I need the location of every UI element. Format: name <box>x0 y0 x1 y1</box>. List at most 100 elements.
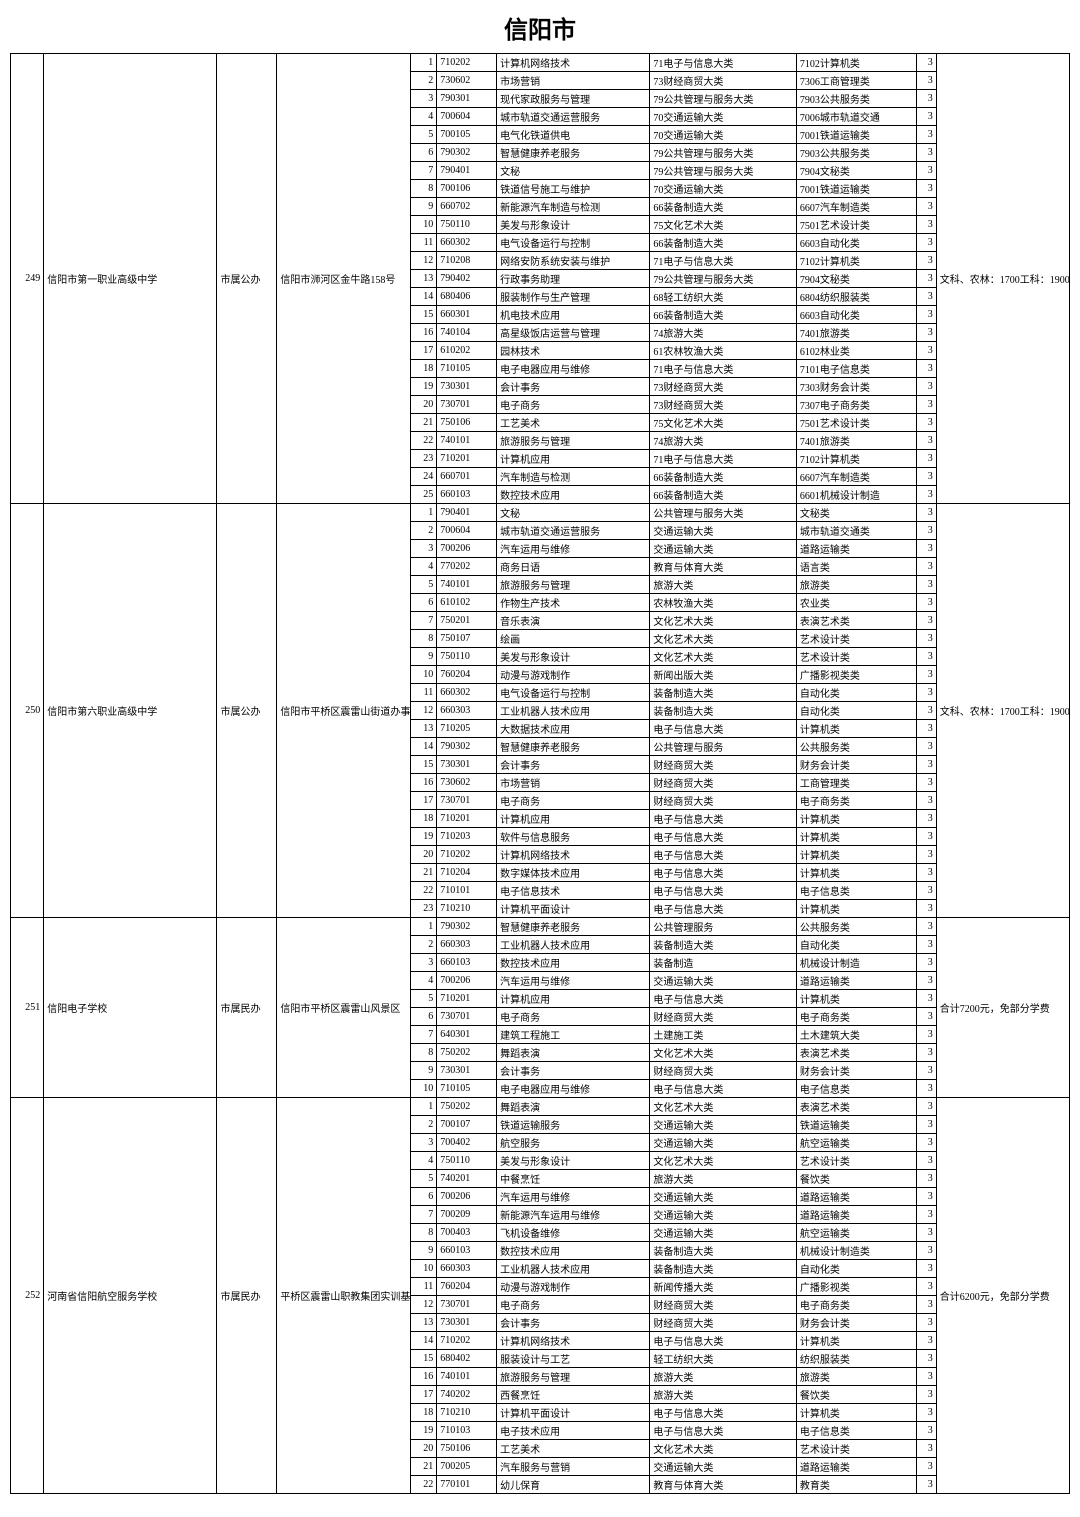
years: 3 <box>916 1314 936 1332</box>
category-2: 6601机械设计制造 <box>796 486 916 504</box>
years: 3 <box>916 972 936 990</box>
row-seq: 11 <box>410 234 437 252</box>
row-seq: 3 <box>410 954 437 972</box>
category-1: 66装备制造大类 <box>650 198 797 216</box>
category-1: 68轻工纺织大类 <box>650 288 797 306</box>
category-1: 旅游大类 <box>650 1170 797 1188</box>
category-2: 语言类 <box>796 558 916 576</box>
category-2: 餐饮类 <box>796 1386 916 1404</box>
row-seq: 8 <box>410 180 437 198</box>
category-2: 计算机类 <box>796 990 916 1008</box>
years: 3 <box>916 1062 936 1080</box>
category-1: 79公共管理与服务大类 <box>650 162 797 180</box>
major-code: 700402 <box>437 1134 497 1152</box>
years: 3 <box>916 144 936 162</box>
major-name: 计算机平面设计 <box>497 1404 650 1422</box>
major-code: 700206 <box>437 540 497 558</box>
category-2: 自动化类 <box>796 684 916 702</box>
major-name: 市场营销 <box>497 774 650 792</box>
row-seq: 4 <box>410 972 437 990</box>
major-code: 730301 <box>437 1062 497 1080</box>
category-1: 66装备制造大类 <box>650 468 797 486</box>
category-2: 财务会计类 <box>796 1062 916 1080</box>
row-seq: 19 <box>410 1422 437 1440</box>
category-2: 农业类 <box>796 594 916 612</box>
years: 3 <box>916 306 936 324</box>
category-1: 66装备制造大类 <box>650 306 797 324</box>
category-1: 73财经商贸大类 <box>650 378 797 396</box>
row-seq: 20 <box>410 1440 437 1458</box>
row-seq: 14 <box>410 1332 437 1350</box>
row-seq: 7 <box>410 612 437 630</box>
years: 3 <box>916 1332 936 1350</box>
row-seq: 8 <box>410 1044 437 1062</box>
category-1: 文化艺术大类 <box>650 1152 797 1170</box>
years: 3 <box>916 72 936 90</box>
row-seq: 17 <box>410 342 437 360</box>
category-2: 土木建筑大类 <box>796 1026 916 1044</box>
major-name: 服装制作与生产管理 <box>497 288 650 306</box>
years: 3 <box>916 576 936 594</box>
major-code: 710202 <box>437 846 497 864</box>
major-code: 660103 <box>437 954 497 972</box>
major-code: 700206 <box>437 972 497 990</box>
row-seq: 1 <box>410 504 437 522</box>
major-name: 高星级饭店运营与管理 <box>497 324 650 342</box>
major-code: 790402 <box>437 270 497 288</box>
row-seq: 7 <box>410 1206 437 1224</box>
row-seq: 12 <box>410 252 437 270</box>
category-1: 装备制造大类 <box>650 702 797 720</box>
major-code: 760204 <box>437 666 497 684</box>
major-name: 文秘 <box>497 162 650 180</box>
major-code: 660701 <box>437 468 497 486</box>
years: 3 <box>916 90 936 108</box>
years: 3 <box>916 396 936 414</box>
major-code: 730701 <box>437 1008 497 1026</box>
category-1: 土建施工类 <box>650 1026 797 1044</box>
category-2: 机械设计制造类 <box>796 1242 916 1260</box>
row-seq: 4 <box>410 1152 437 1170</box>
category-2: 计算机类 <box>796 810 916 828</box>
major-code: 790301 <box>437 90 497 108</box>
row-seq: 23 <box>410 450 437 468</box>
school-type: 市属公办 <box>217 54 277 504</box>
row-seq: 11 <box>410 1278 437 1296</box>
major-name: 城市轨道交通运营服务 <box>497 108 650 126</box>
row-seq: 18 <box>410 360 437 378</box>
major-name: 数控技术应用 <box>497 954 650 972</box>
school-address: 信阳市平桥区震雷山街道办事处 <box>277 504 410 918</box>
years: 3 <box>916 108 936 126</box>
major-name: 数字媒体技术应用 <box>497 864 650 882</box>
major-code: 790302 <box>437 738 497 756</box>
row-seq: 10 <box>410 1080 437 1098</box>
major-code: 740101 <box>437 1368 497 1386</box>
category-1: 文化艺术大类 <box>650 1440 797 1458</box>
major-name: 城市轨道交通运营服务 <box>497 522 650 540</box>
years: 3 <box>916 792 936 810</box>
major-name: 作物生产技术 <box>497 594 650 612</box>
category-2: 电子信息类 <box>796 1080 916 1098</box>
row-seq: 13 <box>410 720 437 738</box>
category-1: 电子与信息大类 <box>650 810 797 828</box>
major-name: 电子商务 <box>497 792 650 810</box>
category-2: 7102计算机类 <box>796 252 916 270</box>
years: 3 <box>916 684 936 702</box>
category-1: 装备制造大类 <box>650 1242 797 1260</box>
category-1: 公共管理与服务 <box>650 738 797 756</box>
category-1: 旅游大类 <box>650 1368 797 1386</box>
years: 3 <box>916 288 936 306</box>
school-index: 250 <box>11 504 44 918</box>
major-name: 计算机应用 <box>497 450 650 468</box>
years: 3 <box>916 1044 936 1062</box>
category-1: 新闻传播大类 <box>650 1278 797 1296</box>
years: 3 <box>916 1026 936 1044</box>
category-2: 7401旅游类 <box>796 324 916 342</box>
major-code: 610102 <box>437 594 497 612</box>
major-name: 汽车运用与维修 <box>497 1188 650 1206</box>
category-1: 电子与信息大类 <box>650 882 797 900</box>
major-code: 750107 <box>437 630 497 648</box>
major-code: 700403 <box>437 1224 497 1242</box>
years: 3 <box>916 648 936 666</box>
major-code: 740201 <box>437 1170 497 1188</box>
major-code: 740202 <box>437 1386 497 1404</box>
